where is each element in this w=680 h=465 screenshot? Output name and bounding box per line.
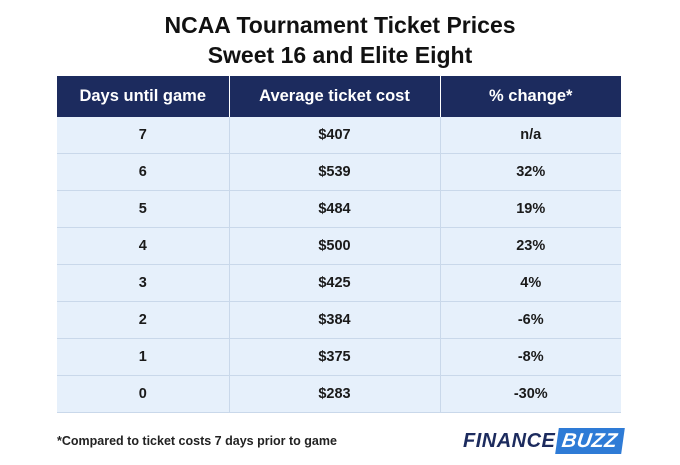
cell-cost: $407 <box>229 117 441 154</box>
cell-days: 4 <box>57 227 230 265</box>
cell-change: 32% <box>440 153 621 191</box>
table-row: 2 $384 -6% <box>57 301 621 339</box>
cell-days: 1 <box>57 338 230 376</box>
footnote: *Compared to ticket costs 7 days prior t… <box>57 434 337 448</box>
table-row: 0 $283 -30% <box>57 375 621 413</box>
cell-cost: $375 <box>229 338 441 376</box>
chart-title: NCAA Tournament Ticket Prices <box>164 12 516 38</box>
table-header-row: Days until game Average ticket cost % ch… <box>57 76 621 117</box>
column-header-change: % change* <box>440 76 621 117</box>
financebuzz-logo: FINANCE BUZZ <box>463 428 626 454</box>
cell-days: 5 <box>57 190 230 228</box>
cell-change: -8% <box>440 338 621 376</box>
cell-days: 3 <box>57 264 230 302</box>
table-row: 5 $484 19% <box>57 190 621 228</box>
chart-title-block: NCAA Tournament Ticket Prices Sweet 16 a… <box>0 10 680 70</box>
cell-change: 19% <box>440 190 621 228</box>
table-row: 7 $407 n/a <box>57 117 621 154</box>
column-header-days: Days until game <box>57 76 230 117</box>
logo-word-buzz: BUZZ <box>555 428 626 454</box>
table-row: 4 $500 23% <box>57 227 621 265</box>
logo-word-finance: FINANCE <box>463 429 556 452</box>
cell-cost: $539 <box>229 153 441 191</box>
table-body: 7 $407 n/a 6 $539 32% 5 $484 19% 4 $500 23% 3 $425 4% 2… <box>57 117 621 413</box>
cell-cost: $384 <box>229 301 441 339</box>
column-header-cost: Average ticket cost <box>229 76 441 117</box>
cell-change: -30% <box>440 375 621 413</box>
table-row: 1 $375 -8% <box>57 338 621 376</box>
cell-cost: $425 <box>229 264 441 302</box>
cell-days: 7 <box>57 117 230 154</box>
cell-change: -6% <box>440 301 621 339</box>
table-row: 6 $539 32% <box>57 153 621 191</box>
cell-days: 0 <box>57 375 230 413</box>
cell-days: 6 <box>57 153 230 191</box>
cell-change: n/a <box>440 117 621 154</box>
table-row: 3 $425 4% <box>57 264 621 302</box>
price-table: Days until game Average ticket cost % ch… <box>57 76 621 413</box>
cell-cost: $484 <box>229 190 441 228</box>
cell-days: 2 <box>57 301 230 339</box>
chart-subtitle: Sweet 16 and Elite Eight <box>207 42 473 68</box>
cell-change: 4% <box>440 264 621 302</box>
price-table-container: Days until game Average ticket cost % ch… <box>57 76 621 413</box>
cell-cost: $500 <box>229 227 441 265</box>
cell-cost: $283 <box>229 375 441 413</box>
cell-change: 23% <box>440 227 621 265</box>
